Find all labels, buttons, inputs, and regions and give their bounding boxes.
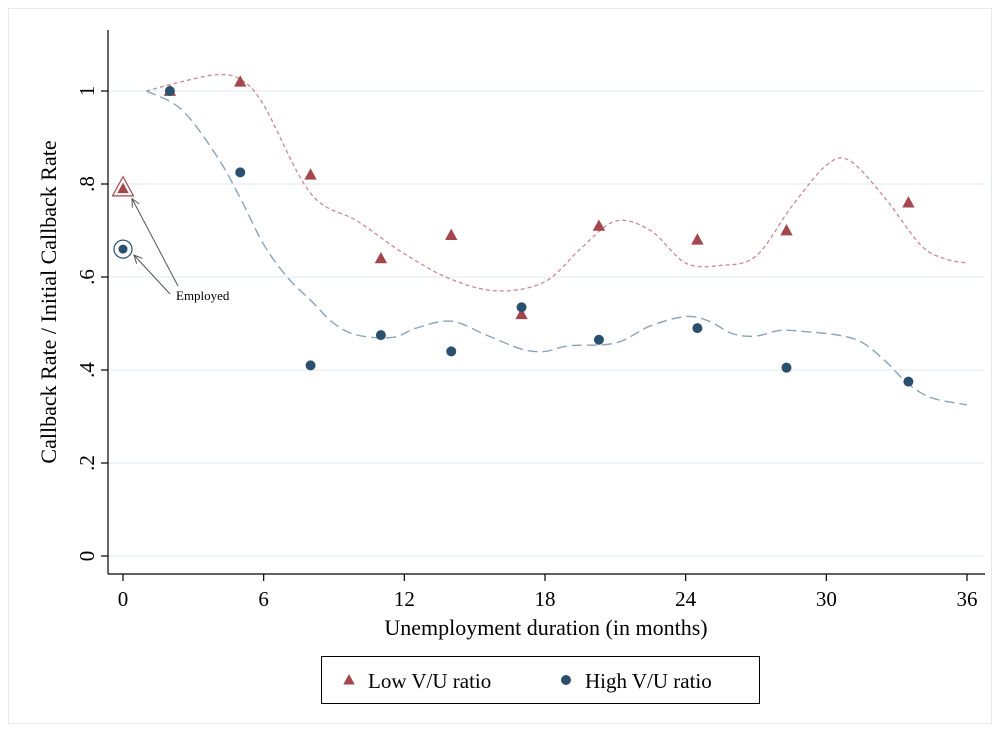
x-axis-title: Unemployment duration (in months) [384,615,707,640]
legend-label-high: High V/U ratio [585,669,712,693]
plot-area [108,30,985,574]
annotation-arrow-low [131,198,179,287]
legend-symbol-high [561,675,571,685]
data-point-low [304,168,317,180]
legend-symbol-low [343,674,355,685]
annotation-arrow-high-head [133,254,143,264]
legend-label-low: Low V/U ratio [368,669,491,693]
x-tick-label: 6 [258,587,269,611]
x-tick-label: 36 [957,587,978,611]
data-point-high [375,330,386,341]
data-point-low [515,307,528,320]
data-point-low [592,219,606,231]
data-point-high [781,362,792,373]
data-point-high [164,86,175,96]
data-point-low [374,251,388,264]
points-layer [111,75,915,387]
employed-point-low [117,182,129,194]
smooth-layer [146,73,968,406]
data-point-low [780,224,793,236]
employed-annotation-label: Employed [176,288,230,303]
smooth-line-high [146,90,968,406]
data-point-high [305,360,316,371]
x-tick-label: 12 [394,587,415,611]
employed-ring-low [111,175,135,197]
y-tick-label: .4 [75,362,99,378]
grid-layer [108,90,985,557]
data-point-low [445,228,458,241]
data-point-high [516,302,527,313]
y-tick-label: .8 [75,176,99,192]
data-point-low [902,196,915,208]
x-tick-label: 30 [816,587,837,611]
data-point-high [446,346,457,357]
annotation-layer: Employed [131,197,230,303]
annotation-arrow-high [133,254,171,295]
y-tick-label: .2 [75,455,99,471]
y-tick-label: .6 [75,269,99,285]
x-tick-label: 0 [118,587,129,611]
data-point-high [903,376,914,387]
y-tick-label: 1 [75,86,99,97]
legend: Low V/U ratio High V/U ratio [321,656,760,704]
data-point-high [593,334,604,345]
data-point-low [234,75,247,87]
y-axis-title: Callback Rate / Initial Callback Rate [36,140,61,463]
x-tick-label: 24 [675,587,697,611]
data-point-high [692,323,703,334]
y-tick-label: 0 [75,551,99,562]
x-tick-label: 18 [535,587,556,611]
ticks-layer: 0 .2 .4 .6 .8 1 0 6 12 18 24 30 36 [75,86,978,611]
employed-ring-high [113,239,133,259]
employed-point-high [118,244,128,254]
legend-box [321,656,760,704]
legend-items [343,674,571,685]
data-point-low [691,233,704,245]
annotation-arrow-low-head [131,197,140,208]
data-point-high [235,167,246,178]
